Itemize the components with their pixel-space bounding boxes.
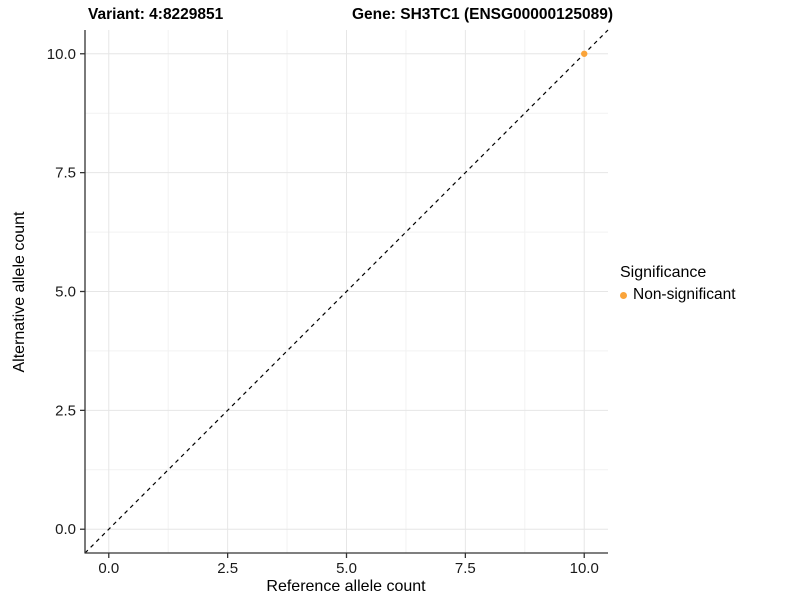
identity-reference-line: [84, 29, 609, 554]
x-tick-label: 5.0: [336, 560, 357, 577]
plot-title-variant: Variant: 4:8229851: [88, 6, 224, 23]
y-tick-label: 7.5: [55, 165, 76, 182]
y-tick-label: 0.0: [55, 521, 76, 538]
legend-item-label: Non-significant: [633, 286, 736, 303]
x-axis-title: Reference allele count: [266, 578, 426, 595]
x-tick-label: 0.0: [98, 560, 119, 577]
x-tick-label: 10.0: [570, 560, 599, 577]
data-point: [581, 50, 588, 57]
x-tick-label: 2.5: [217, 560, 238, 577]
legend-point-icon: [620, 291, 627, 299]
legend-item-non-significant: Non-significant: [620, 286, 736, 304]
y-axis-title: Alternative allele count: [11, 211, 28, 373]
plot-title-gene: Gene: SH3TC1 (ENSG00000125089): [352, 6, 614, 23]
y-tick-label: 2.5: [55, 402, 76, 419]
plot-title: Variant: 4:8229851 Gene: SH3TC1 (ENSG000…: [0, 6, 800, 28]
x-tick-label: 7.5: [455, 560, 476, 577]
y-tick-label: 5.0: [55, 284, 76, 301]
y-tick-label: 10.0: [47, 46, 76, 63]
legend: Significance Non-significant: [620, 264, 736, 304]
legend-title: Significance: [620, 264, 707, 281]
